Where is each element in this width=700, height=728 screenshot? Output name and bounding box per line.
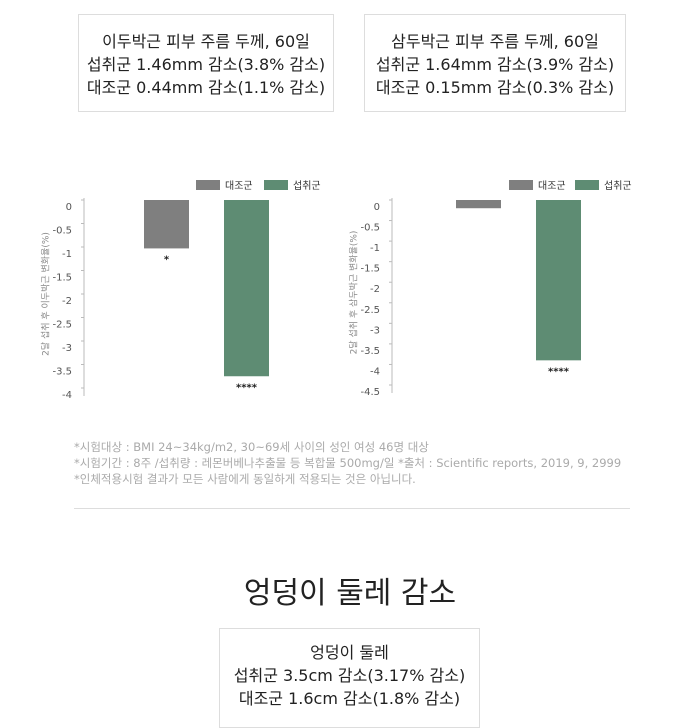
y-tick-label: -3.5 xyxy=(360,346,380,357)
note: *시험대상 : BMI 24~34kg/m2, 30~69세 사이의 성인 여성… xyxy=(74,440,429,454)
notes: *시험대상 : BMI 24~34kg/m2, 30~69세 사이의 성인 여성… xyxy=(74,439,621,487)
y-tick-label: 0 xyxy=(66,202,72,213)
y-tick-label: -2 xyxy=(370,284,380,295)
y-tick-label: -4 xyxy=(62,390,72,401)
box-line: 대조군 0.44mm 감소(1.1% 감소) xyxy=(86,78,326,97)
legend-label: 대조군 xyxy=(225,180,253,192)
box-line: 섭취군 3.5cm 감소(3.17% 감소) xyxy=(233,666,466,685)
info-box: 삼두박근 피부 주름 두께, 60일 섭취군 1.64mm 감소(3.9% 감소… xyxy=(364,14,626,112)
info-box: 엉덩이 둘레 섭취군 3.5cm 감소(3.17% 감소) 대조군 1.6cm … xyxy=(219,628,480,728)
y-tick-label: -4.5 xyxy=(360,387,380,398)
note: *시험기간 : 8주 /섭취량 : 레몬버베나추출물 등 복합물 500mg/일… xyxy=(74,456,622,470)
y-tick-label: -2.5 xyxy=(52,320,72,331)
y-tick-label: -2.5 xyxy=(360,305,380,316)
significance-label: **** xyxy=(548,366,570,377)
box-line: 엉덩이 둘레 xyxy=(310,643,389,662)
legend-label: 섭취군 xyxy=(293,180,321,192)
heading: 엉덩이 둘레 감소 xyxy=(243,576,457,611)
y-tick-label: -3 xyxy=(370,325,380,336)
legend-swatch xyxy=(264,180,288,190)
bar xyxy=(144,200,189,249)
bar xyxy=(456,200,501,209)
box-line: 섭취군 1.64mm 감소(3.9% 감소) xyxy=(375,55,615,74)
separator xyxy=(74,508,630,509)
y-tick-label: -1.5 xyxy=(360,264,380,275)
info-box: 이두박근 피부 주름 두께, 60일 섭취군 1.46mm 감소(3.8% 감소… xyxy=(78,14,334,112)
significance-label: * xyxy=(164,254,170,265)
y-tick-label: -1.5 xyxy=(52,273,72,284)
legend-swatch xyxy=(509,180,533,190)
y-tick-label: 0 xyxy=(374,202,380,213)
legend-swatch xyxy=(575,180,599,190)
y-tick-label: -2 xyxy=(62,296,72,307)
legend-label: 대조군 xyxy=(538,180,566,192)
y-tick-label: -3.5 xyxy=(52,367,72,378)
box-line: 섭취군 1.46mm 감소(3.8% 감소) xyxy=(86,55,326,74)
y-axis-label: 2달 섭취 후 삼두박근 변화율(%) xyxy=(348,231,360,355)
significance-label: **** xyxy=(236,382,258,393)
y-tick-label: -1 xyxy=(62,249,72,260)
bar xyxy=(224,200,269,377)
box-line: 대조군 1.6cm 감소(1.8% 감소) xyxy=(238,689,461,708)
y-axis-label: 2달 섭취 후 이두박근 변화율(%) xyxy=(40,232,52,356)
note: *인체적용시험 결과가 모든 사람에게 동일하게 적용되는 것은 아닙니다. xyxy=(74,472,416,486)
charts: 0 -0.5 -1 -1.5 -2 -2.5 -3 -3.5 -4 2달 섭취 후 이두박근 변화… xyxy=(40,180,632,401)
box-line: 삼두박근 피부 주름 두께, 60일 xyxy=(391,32,599,51)
page: {"boxes": [ {"lines": ["이두박근 피부 주름 두께, 6… xyxy=(39,14,632,728)
bar xyxy=(536,200,581,361)
box-line: 대조군 0.15mm 감소(0.3% 감소) xyxy=(375,78,615,97)
y-tick-label: -1 xyxy=(370,243,380,254)
box-line: 이두박근 피부 주름 두께, 60일 xyxy=(102,32,310,51)
y-tick-label: -0.5 xyxy=(52,226,72,237)
y-tick-label: -3 xyxy=(62,343,72,354)
y-tick-label: -0.5 xyxy=(360,223,380,234)
y-tick-label: -4 xyxy=(370,366,380,377)
legend-label: 섭취군 xyxy=(604,180,632,192)
legend-swatch xyxy=(196,180,220,190)
